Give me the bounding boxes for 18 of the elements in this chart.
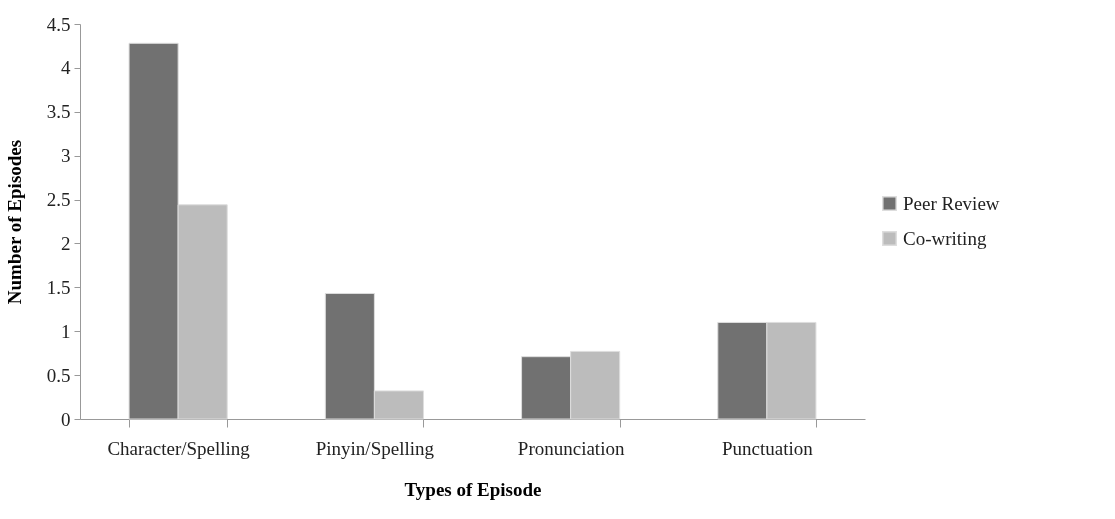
y-tick-label: 4 [61,57,71,79]
x-tick-label: Punctuation [721,437,814,459]
x-tick-label: Pronunciation [517,437,625,459]
y-tick-label: 1.5 [46,276,71,298]
y-tick-label: 0.5 [46,364,71,386]
y-tick-label: 2.5 [46,189,71,211]
y-axis-title: Number of Episodes [3,139,25,305]
y-tick-label: 4.5 [46,13,71,35]
y-tick-label: 1 [61,320,71,342]
x-axis-title: Types of Episode [404,478,542,500]
legend-label: Co-writing [903,227,987,249]
y-tick-label: 2 [61,232,71,254]
y-tick-label: 3.5 [46,101,71,123]
y-tick-label: 0 [61,408,71,430]
x-tick-label: Pinyin/Spelling [315,437,435,459]
x-tick-label: Character/Spelling [107,437,251,459]
y-tick-label: 3 [61,145,71,167]
legend-label: Peer Review [903,192,1000,214]
